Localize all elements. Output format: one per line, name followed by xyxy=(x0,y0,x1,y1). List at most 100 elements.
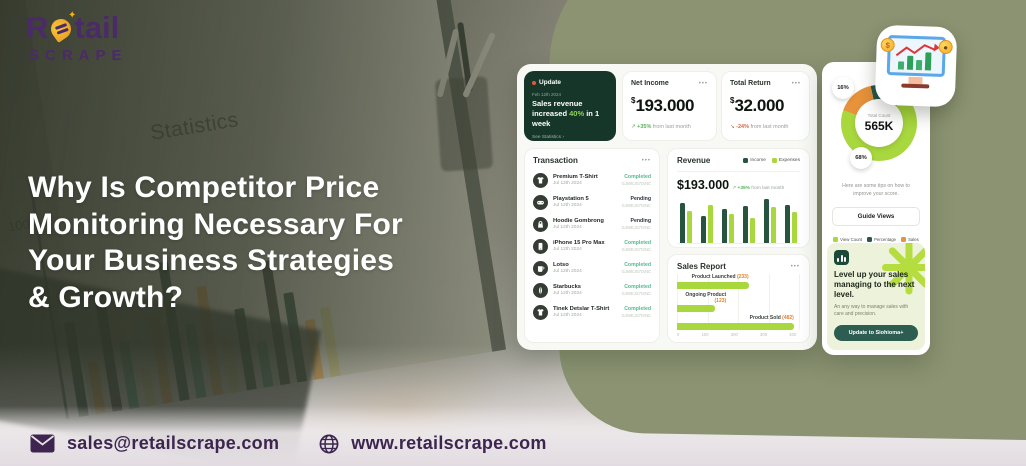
website-text[interactable]: www.retailscrape.com xyxy=(351,433,547,453)
chart-mini-icon xyxy=(834,250,849,265)
sales-bar xyxy=(677,322,794,330)
tshirt-icon xyxy=(533,304,548,320)
page-title: Why Is Competitor Price Monitoring Neces… xyxy=(28,170,458,316)
transaction-name: Hoodie Gombrong xyxy=(553,218,604,224)
contact-bar: sales@retailscrape.com www.retailscrape.… xyxy=(30,433,547,454)
analytics-app-icon: $ ● xyxy=(874,24,958,108)
dashboard-panel: Update Feb 12th 2024 Sales revenue incre… xyxy=(517,64,817,350)
revenue-bar-group xyxy=(680,197,692,243)
monitor-icon xyxy=(886,35,947,78)
transaction-date: Jul 12th 2024 xyxy=(553,181,582,186)
transaction-row[interactable]: Hoodie Gombrong Jul 12th 2024 Pending GJWEJ… xyxy=(533,213,651,235)
revenue-bar-group xyxy=(743,197,755,243)
revenue-bar-group xyxy=(722,197,734,243)
update-date: Feb 12th 2024 xyxy=(532,92,562,97)
net-income-value: $193.000 xyxy=(631,96,695,115)
sales-bar xyxy=(677,305,715,312)
revenue-bar-chart xyxy=(677,197,800,244)
expenses-bar xyxy=(750,217,755,243)
more-menu-icon[interactable]: ••• xyxy=(641,157,651,164)
total-return-title: Total Return xyxy=(730,80,771,87)
sales-report-row: Ongoing Product (123) xyxy=(677,292,800,312)
transaction-row[interactable]: Lotso Jul 12th 2024 Completed GJWEJS7ISNC xyxy=(533,257,651,279)
level-card-body: An any way to manage sales with care and… xyxy=(834,304,909,318)
revenue-bar-group xyxy=(785,197,797,243)
transaction-date: Jul 12th 2024 xyxy=(553,203,582,208)
score-legend: View Count Percentage Sales xyxy=(827,236,925,242)
sales-report-row: Product Launched (233) xyxy=(677,274,800,289)
transaction-row[interactable]: Tinek Detslar T-Shirt Jul 12th 2024 Comple… xyxy=(533,301,651,323)
revenue-bar-group xyxy=(764,197,776,243)
transaction-date: Jul 12th 2024 xyxy=(553,269,582,274)
transaction-name: Tinek Detslar T-Shirt xyxy=(553,306,610,312)
revenue-change: ↗ +35% from last month xyxy=(732,186,785,191)
sales-report-axis: 0 100 200 300 400 xyxy=(677,332,796,337)
status-badge: Pending xyxy=(630,218,651,224)
update-siohioma-button[interactable]: Update to Siohioma+ xyxy=(834,324,918,341)
transaction-row[interactable]: Playstation 5 Jul 12th 2024 Pending GJWEJS7… xyxy=(533,191,651,213)
expenses-bar xyxy=(771,207,776,243)
revenue-amount: $193.000 xyxy=(677,178,730,192)
income-bar xyxy=(722,208,727,243)
total-return-card: Total Return ••• $32.000 ↘ -24% from las… xyxy=(721,71,810,141)
sales-bar xyxy=(677,281,749,289)
update-label: Update xyxy=(539,79,562,86)
transaction-date: Jul 12th 2024 xyxy=(553,247,582,252)
donut-center-label: Total Count xyxy=(867,113,891,118)
transaction-row[interactable]: Starbucks Jul 12th 2024 Completed GJWEJS7IS… xyxy=(533,279,651,301)
sales-report-card: Sales Report ••• Product Launched (233) O… xyxy=(667,254,810,343)
title-line: & Growth? xyxy=(28,280,184,314)
transaction-title: Transaction xyxy=(533,156,578,165)
globe-icon xyxy=(319,434,339,453)
more-menu-icon[interactable]: ••• xyxy=(790,263,800,270)
axis-tick: 300 xyxy=(760,332,768,337)
trend-arrow-icon xyxy=(895,43,940,57)
tshirt-icon xyxy=(533,172,548,188)
expenses-bar xyxy=(729,214,734,243)
coin-icon: ● xyxy=(938,39,953,55)
revenue-legend: Income Expenses xyxy=(743,158,800,163)
more-menu-icon[interactable]: ••• xyxy=(791,80,801,87)
total-return-change: ↘ -24% from last month xyxy=(730,124,789,130)
email-text[interactable]: sales@retailscrape.com xyxy=(67,433,280,453)
transaction-date: Jul 12th 2024 xyxy=(553,225,582,230)
see-statistics-link[interactable]: See Statistics › xyxy=(532,135,564,141)
expenses-bar xyxy=(687,210,692,243)
net-income-card: Net Income ••• $193.000 ↗ +35% from last… xyxy=(622,71,717,141)
transaction-name: Playstation 5 xyxy=(553,196,589,202)
sparkle-icon: ✦ xyxy=(68,10,77,21)
donut-center-value: 565K xyxy=(864,119,894,133)
title-line: Monitoring Necessary For xyxy=(28,207,403,241)
more-menu-icon[interactable]: ••• xyxy=(698,80,708,87)
transaction-code: GJWEJS7ISNC xyxy=(621,247,651,252)
revenue-bar-group xyxy=(701,197,713,243)
transaction-code: GJWEJS7ISNC xyxy=(621,181,651,186)
axis-tick: 200 xyxy=(730,332,738,337)
coffee-icon xyxy=(533,282,548,298)
logo-r: R xyxy=(26,10,49,45)
hoodie-icon xyxy=(533,216,548,232)
donut-badge-16: 16% xyxy=(832,77,854,99)
title-line: Why Is Competitor Price xyxy=(28,171,380,204)
net-income-change: ↗ +35% from last month xyxy=(631,124,691,130)
transaction-card: Transaction ••• Premium T-Shirt Jul 12th … xyxy=(524,148,660,343)
logo-wordmark: R ✦ tail xyxy=(26,10,128,46)
update-card: Update Feb 12th 2024 Sales revenue incre… xyxy=(524,71,616,141)
axis-tick: 100 xyxy=(701,332,709,337)
transaction-name: Premium T-Shirt xyxy=(553,174,598,180)
net-income-title: Net Income xyxy=(631,80,669,87)
sales-swatch xyxy=(901,236,907,242)
monitor-base xyxy=(901,83,930,89)
view-count-swatch xyxy=(833,236,839,242)
transaction-row[interactable]: iPhone 15 Pro Max Jul 12th 2024 Completed G… xyxy=(533,235,651,257)
income-swatch xyxy=(743,158,749,163)
update-message: Sales revenue increased 40% in 1 week xyxy=(532,99,600,128)
transaction-row[interactable]: Premium T-Shirt Jul 12th 2024 Completed GJW… xyxy=(533,169,651,191)
logo-scrape: SCRAPE xyxy=(29,47,128,64)
retailscrape-logo[interactable]: R ✦ tail SCRAPE xyxy=(26,10,128,64)
status-badge: Completed xyxy=(624,284,651,290)
expenses-bar xyxy=(708,205,713,243)
guide-views-button[interactable]: Guide Views xyxy=(832,206,920,226)
transaction-date: Jul 12th 2024 xyxy=(553,313,582,318)
